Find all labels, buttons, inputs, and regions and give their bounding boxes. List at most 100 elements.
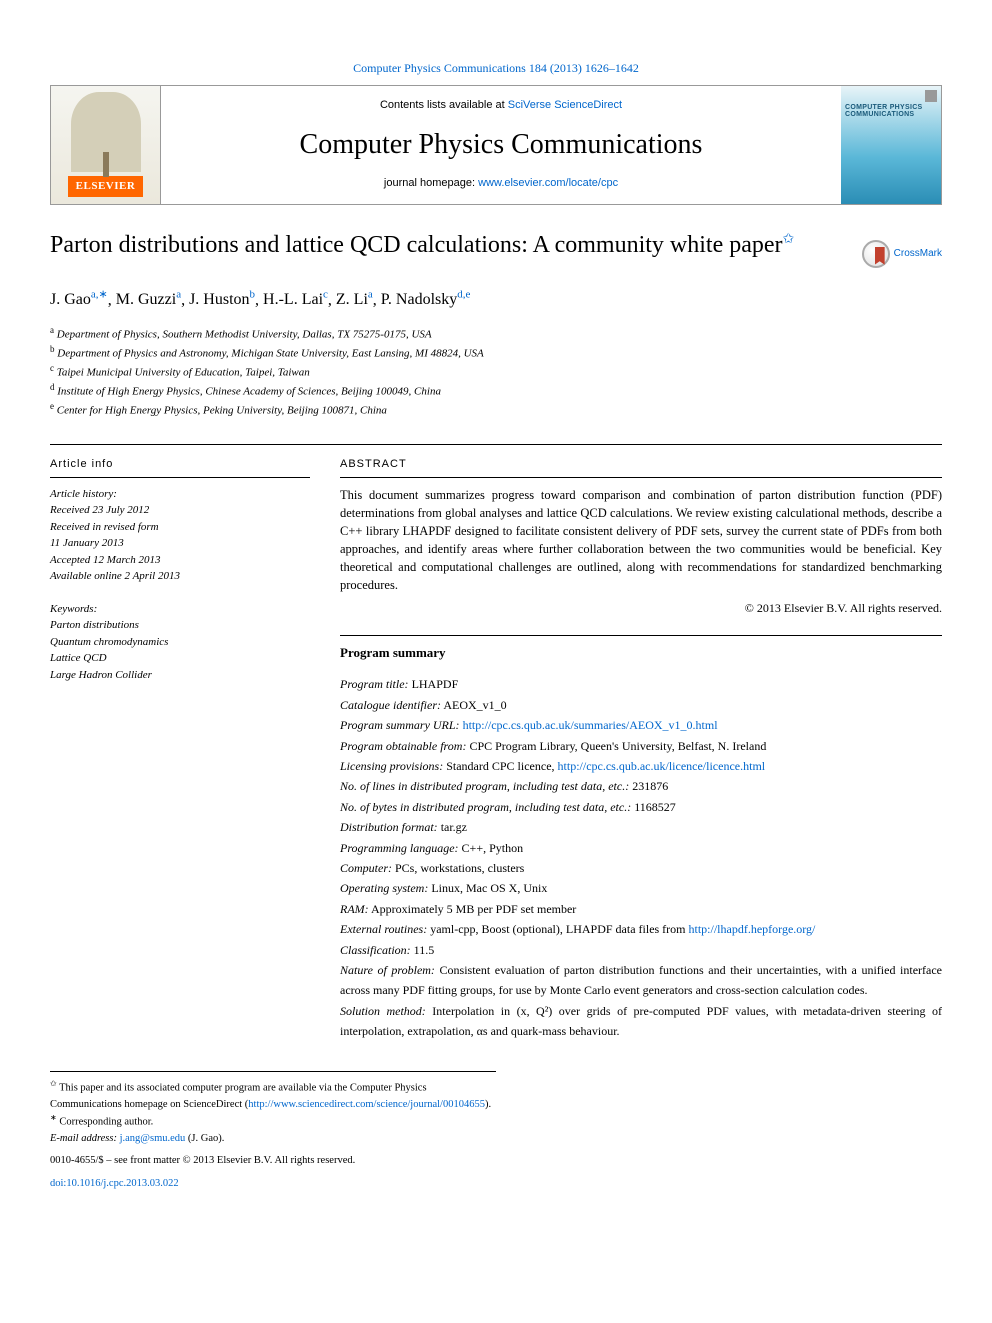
author[interactable]: J. Gaoa,∗ (50, 291, 108, 308)
history-heading: Article history: (50, 486, 310, 503)
author-name: M. Guzzi (116, 291, 176, 308)
footnote-text: Corresponding author. (59, 1117, 153, 1128)
ps-label: RAM: (340, 902, 369, 916)
author[interactable]: J. Hustonb (189, 291, 255, 308)
author-affil-mark[interactable]: a (176, 289, 181, 301)
program-summary-line: RAM: Approximately 5 MB per PDF set memb… (340, 899, 942, 919)
keyword: Lattice QCD (50, 650, 310, 667)
author-list: J. Gaoa,∗, M. Guzzia, J. Hustonb, H.-L. … (50, 288, 942, 312)
ps-label: Classification: (340, 943, 411, 957)
ps-value: 231876 (632, 779, 668, 793)
author-affil-mark[interactable]: a (368, 289, 373, 301)
footnote: ∗ Corresponding author. (50, 1112, 496, 1130)
affil-text: Department of Physics and Astronomy, Mic… (57, 347, 484, 359)
email-label: E-mail address: (50, 1133, 117, 1144)
ps-label: No. of lines in distributed program, inc… (340, 779, 629, 793)
affil-text: Department of Physics, Southern Methodis… (57, 328, 432, 340)
journal-title: Computer Physics Communications (181, 125, 821, 164)
history-item: Received 23 July 2012 (50, 502, 310, 519)
footnote-mark: ✩ (50, 1079, 57, 1088)
journal-cover-thumbnail[interactable]: COMPUTER PHYSICS COMMUNICATIONS (841, 86, 941, 204)
sciencedirect-journals-link[interactable]: http://www.sciencedirect.com/science/jou… (248, 1099, 485, 1110)
crossmark-label: CrossMark (894, 247, 942, 261)
journal-header: ELSEVIER Contents lists available at Sci… (50, 85, 942, 205)
program-summary-line: Program title: LHAPDF (340, 674, 942, 694)
program-summary-line: Catalogue identifier: AEOX_v1_0 (340, 695, 942, 715)
author-affil-mark[interactable]: a,∗ (91, 289, 108, 301)
ps-label: Catalogue identifier: (340, 698, 441, 712)
footnote: E-mail address: j.ang@smu.edu (J. Gao). (50, 1131, 496, 1147)
program-summary-line: Operating system: Linux, Mac OS X, Unix (340, 878, 942, 898)
title-footnote-mark[interactable]: ✩ (783, 232, 795, 247)
homepage-prefix: journal homepage: (384, 177, 478, 189)
elsevier-text: ELSEVIER (68, 176, 144, 197)
ps-link[interactable]: http://lhapdf.hepforge.org/ (689, 922, 816, 936)
affil-sup: d (50, 382, 55, 392)
author[interactable]: Z. Lia (336, 291, 373, 308)
keyword: Large Hadron Collider (50, 667, 310, 684)
ps-label: Programming language: (340, 841, 459, 855)
history-item: Accepted 12 March 2013 (50, 552, 310, 569)
ps-label: Operating system: (340, 881, 428, 895)
author[interactable]: M. Guzzia (116, 291, 181, 308)
ps-label: Program title: (340, 677, 409, 691)
ps-value: C++, Python (462, 841, 524, 855)
ps-link[interactable]: http://cpc.cs.qub.ac.uk/licence/licence.… (558, 759, 766, 773)
ps-value: 1168527 (634, 800, 676, 814)
article-info-column: ARTICLE INFO Article history: Received 2… (50, 457, 310, 1041)
author-name: J. Huston (189, 291, 249, 308)
ps-value: CPC Program Library, Queen's University,… (469, 739, 766, 753)
article-title: Parton distributions and lattice QCD cal… (50, 230, 842, 261)
affiliation: b Department of Physics and Astronomy, M… (50, 343, 942, 362)
footnotes: ✩ This paper and its associated computer… (50, 1071, 496, 1146)
affil-sup: a (50, 325, 54, 335)
elsevier-logo[interactable]: ELSEVIER (51, 86, 161, 204)
author-name: Z. Li (336, 291, 368, 308)
keywords-heading: Keywords: (50, 601, 310, 618)
ps-link[interactable]: http://cpc.cs.qub.ac.uk/summaries/AEOX_v… (463, 718, 718, 732)
ps-value: LHAPDF (412, 677, 459, 691)
sciencedirect-link[interactable]: SciVerse ScienceDirect (508, 99, 622, 111)
ps-value: Linux, Mac OS X, Unix (431, 881, 547, 895)
article-info-heading: ARTICLE INFO (50, 457, 310, 472)
affiliation-list: a Department of Physics, Southern Method… (50, 324, 942, 420)
ps-value: Approximately 5 MB per PDF set member (371, 902, 576, 916)
program-summary-line: Nature of problem: Consistent evaluation… (340, 960, 942, 1001)
affiliation: a Department of Physics, Southern Method… (50, 324, 942, 343)
title-text: Parton distributions and lattice QCD cal… (50, 232, 783, 258)
keyword: Parton distributions (50, 617, 310, 634)
author-affil-mark[interactable]: c (323, 289, 328, 301)
crossmark-button[interactable]: CrossMark (862, 240, 942, 268)
elsevier-tree-icon (71, 92, 141, 172)
affil-sup: c (50, 363, 54, 373)
footnote: ✩ This paper and its associated computer… (50, 1078, 496, 1112)
affil-text: Institute of High Energy Physics, Chines… (57, 386, 441, 398)
doi-link[interactable]: doi:10.1016/j.cpc.2013.03.022 (50, 1178, 179, 1189)
contents-available: Contents lists available at SciVerse Sci… (181, 98, 821, 113)
history-item: 11 January 2013 (50, 535, 310, 552)
crossmark-icon (862, 240, 890, 268)
abstract-copyright: © 2013 Elsevier B.V. All rights reserved… (340, 600, 942, 617)
ps-label: Distribution format: (340, 820, 438, 834)
ps-label: No. of bytes in distributed program, inc… (340, 800, 631, 814)
author[interactable]: P. Nadolskyd,e (381, 291, 471, 308)
affil-sup: e (50, 401, 54, 411)
author-affil-mark[interactable]: d,e (457, 289, 470, 301)
program-summary-line: Solution method: Interpolation in (x, Q²… (340, 1001, 942, 1042)
author-affil-mark[interactable]: b (250, 289, 256, 301)
footnote-text: ). (485, 1099, 491, 1110)
crossmark-ribbon-icon (875, 247, 885, 265)
ps-value: tar.gz (441, 820, 467, 834)
ps-value: Standard CPC licence, (446, 759, 557, 773)
program-summary-line: Distribution format: tar.gz (340, 817, 942, 837)
history-item: Available online 2 April 2013 (50, 568, 310, 585)
author[interactable]: H.-L. Laic (263, 291, 328, 308)
ps-label: External routines: (340, 922, 427, 936)
author-email-link[interactable]: j.ang@smu.edu (120, 1133, 186, 1144)
ps-label: Solution method: (340, 1004, 426, 1018)
ps-label: Program obtainable from: (340, 739, 466, 753)
ps-label: Nature of problem: (340, 963, 435, 977)
issue-link[interactable]: Computer Physics Communications 184 (201… (353, 61, 639, 75)
program-summary-line: Program obtainable from: CPC Program Lib… (340, 736, 942, 756)
homepage-link[interactable]: www.elsevier.com/locate/cpc (478, 177, 618, 189)
